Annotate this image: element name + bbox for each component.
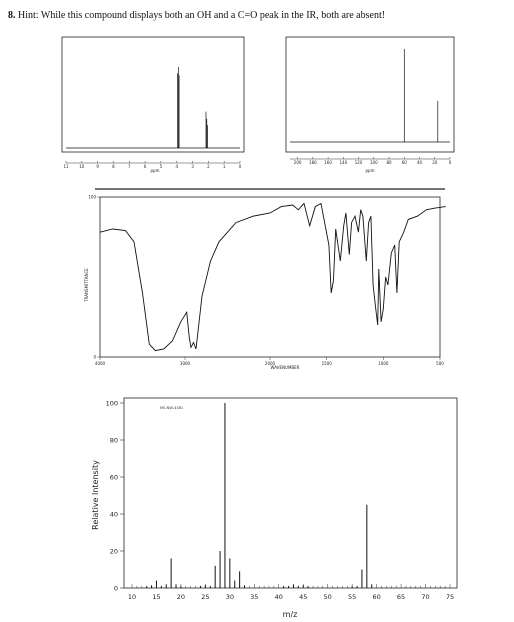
ms-x-tick-label: 10 <box>128 593 136 601</box>
c-nmr-tick-label: 140 <box>340 160 348 165</box>
ms-y-tick-label: 80 <box>110 436 118 444</box>
ir-xlabel: WAVENUMBER <box>271 365 300 370</box>
c-nmr-tick-label: 60 <box>402 160 408 165</box>
h-nmr-tick-label: 2 <box>207 164 210 169</box>
h-nmr-xlabel: ppm <box>151 168 160 173</box>
problem-text: Hint: While this compound displays both … <box>18 10 386 21</box>
ir-ytick-label: 0 <box>93 355 96 360</box>
svg-text:TRANSMITTANCE: TRANSMITTANCE <box>84 268 89 303</box>
ms-y-tick-label: 100 <box>106 399 118 407</box>
ir-tick-label: 1500 <box>322 361 333 366</box>
ms-x-tick-label: 65 <box>397 593 405 601</box>
c-nmr-axis: 200 180 160 140 120 100 80 60 40 20 0 <box>290 157 452 165</box>
ir-tick-label: 1000 <box>378 361 389 366</box>
ms-x-tick-label: 15 <box>152 593 160 601</box>
ms-xlabel: m/z <box>283 610 298 619</box>
ms-x-tick-label: 40 <box>275 593 283 601</box>
c-nmr-tick-label: 200 <box>294 160 302 165</box>
ir-tick-label: 500 <box>436 361 444 366</box>
ms-x-tick-label: 60 <box>372 593 380 601</box>
h-nmr-tick-label: 8 <box>112 164 115 169</box>
ms-x-tick-label: 70 <box>421 593 429 601</box>
problem-number: 8. <box>8 10 16 21</box>
h-nmr-tick-label: 9 <box>96 164 99 169</box>
h-nmr-axis: 11 10 9 8 7 6 5 4 3 2 1 0 <box>63 161 242 169</box>
ms-x-tick-label: 20 <box>177 593 185 601</box>
c-nmr-tick-label: 160 <box>324 160 332 165</box>
ms-y-tick-label: 0 <box>114 584 118 592</box>
ms-frame <box>123 397 458 589</box>
ms-x-tick-label: 35 <box>250 593 258 601</box>
h-nmr-frame <box>61 36 245 153</box>
h-nmr-tick-label: 7 <box>128 164 131 169</box>
h-nmr-tick-label: 0 <box>239 164 242 169</box>
ms-x-tick-label: 55 <box>348 593 356 601</box>
ms-ylabel: Relative Intensity <box>91 460 100 530</box>
c-nmr-frame <box>285 36 455 153</box>
ms-y-tick-label: 40 <box>110 510 118 518</box>
ir-tick-label: 3000 <box>180 361 191 366</box>
h-nmr-tick-label: 10 <box>79 164 85 169</box>
ir-ytick-label: 100 <box>88 195 96 200</box>
ms-x-tick-label: 75 <box>446 593 454 601</box>
h-nmr-peaks <box>66 66 240 149</box>
problem-hint: 8. Hint: While this compound displays bo… <box>8 10 385 21</box>
ms-x-tick-label: 50 <box>324 593 332 601</box>
ir-tick-label: 4000 <box>95 361 106 366</box>
h-nmr-tick-label: 5 <box>160 164 163 169</box>
c-nmr-xlabel: ppm <box>366 168 375 173</box>
h-nmr-tick-label: 6 <box>144 164 147 169</box>
h-nmr-tick-label: 1 <box>223 164 226 169</box>
h-nmr-tick-label: 3 <box>191 164 194 169</box>
ms-x-tick-label: 25 <box>201 593 209 601</box>
ms-x-tick-label: 30 <box>226 593 234 601</box>
ms-bars <box>146 403 373 588</box>
h-nmr-spectrum: 11 10 9 8 7 6 5 4 3 2 1 0 ppm <box>61 36 245 173</box>
h-nmr-tick-label: 11 <box>63 164 69 169</box>
ir-trace <box>99 202 446 352</box>
ms-y-tick-label: 60 <box>110 473 118 481</box>
ms-y-tick-label: 20 <box>110 547 118 555</box>
ir-tick-label: 2000 <box>265 361 276 366</box>
c-nmr-tick-label: 100 <box>370 160 378 165</box>
c-nmr-tick-label: 40 <box>417 160 423 165</box>
c-nmr-peaks <box>290 48 450 143</box>
ir-ylabel: TRANSMITTANCE <box>84 268 89 303</box>
mass-spectrum: 10 15 20 25 30 35 40 45 50 55 60 65 70 75 0 20 40 60 80 100… <box>91 397 458 619</box>
ms-x-tick-label: 45 <box>299 593 307 601</box>
c-nmr-spectrum: 200 180 160 140 120 100 80 60 40 20 0 ppm <box>285 36 455 173</box>
c-nmr-tick-label: 180 <box>309 160 317 165</box>
ms-title: MS-NW-4381 <box>160 406 183 410</box>
c-nmr-tick-label: 80 <box>387 160 393 165</box>
ms-axes: 10 15 20 25 30 35 40 45 50 55 60 65 70 75 0 20 40 60 80 100 <box>106 399 455 601</box>
c-nmr-tick-label: 20 <box>432 160 438 165</box>
h-nmr-tick-label: 4 <box>175 164 178 169</box>
c-nmr-tick-label: 0 <box>449 160 452 165</box>
c-nmr-tick-label: 120 <box>355 160 363 165</box>
